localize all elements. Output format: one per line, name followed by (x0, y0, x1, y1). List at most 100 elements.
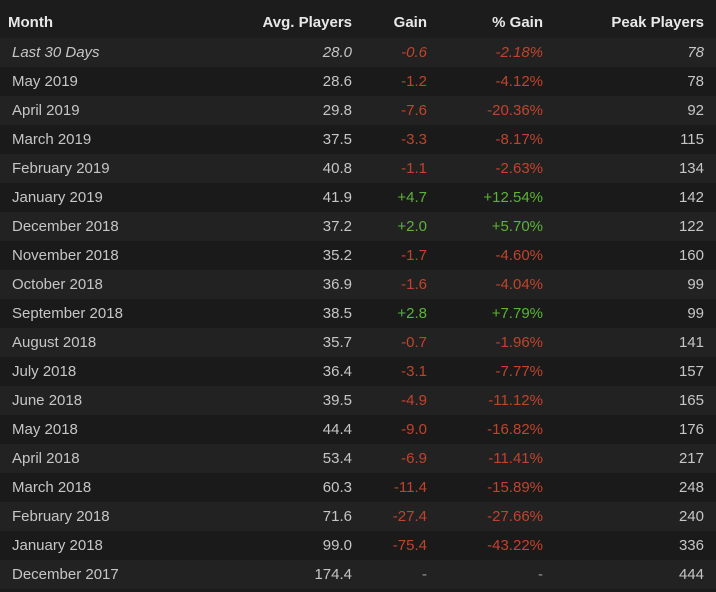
avg-players-cell: 29.8 (260, 96, 352, 125)
avg-players-cell: 174.4 (260, 560, 352, 589)
percent-gain-cell: -7.77% (427, 357, 543, 386)
month-cell: December 2017 (0, 560, 260, 589)
percent-gain-cell: -27.66% (427, 502, 543, 531)
month-header[interactable]: Month (0, 0, 260, 38)
month-cell: February 2019 (0, 154, 260, 183)
table-row: April 2018 53.4 -6.9 -11.41% 217 (0, 444, 716, 473)
gain-cell: -1.1 (352, 154, 427, 183)
percent-gain-cell: -2.63% (427, 154, 543, 183)
header-row: Month Avg. Players Gain% Gain Peak Players (0, 0, 716, 38)
percent-gain-cell: -11.12% (427, 386, 543, 415)
month-cell: March 2018 (0, 473, 260, 502)
peak-players-cell: 157 (543, 357, 716, 386)
table-row: October 2018 36.9 -1.6 -4.04% 99 (0, 270, 716, 299)
avg-players-cell: 35.7 (260, 328, 352, 357)
peak-players-cell: 122 (543, 212, 716, 241)
table-row: January 2019 41.9 +4.7 +12.54% 142 (0, 183, 716, 212)
peak-players-header[interactable]: Peak Players (543, 0, 716, 38)
gain-cell: -0.6 (352, 38, 427, 67)
avg-players-cell: 39.5 (260, 386, 352, 415)
gain-header[interactable]: Gain (352, 0, 427, 38)
month-cell: March 2019 (0, 125, 260, 154)
peak-players-cell: 176 (543, 415, 716, 444)
peak-players-cell: 141 (543, 328, 716, 357)
gain-cell: -3.3 (352, 125, 427, 154)
percent-gain-cell: +7.79% (427, 299, 543, 328)
table-row: Last 30 Days 28.0 -0.6 -2.18% 78 (0, 38, 716, 67)
avg-players-cell: 36.9 (260, 270, 352, 299)
table-row: April 2019 29.8 -7.6 -20.36% 92 (0, 96, 716, 125)
table-row: March 2018 60.3 -11.4 -15.89% 248 (0, 473, 716, 502)
gain-cell: -1.6 (352, 270, 427, 299)
avg-players-cell: 37.2 (260, 212, 352, 241)
avg-players-cell: 71.6 (260, 502, 352, 531)
table-row: January 2018 99.0 -75.4 -43.22% 336 (0, 531, 716, 560)
gain-cell: - (352, 560, 427, 589)
month-cell: April 2019 (0, 96, 260, 125)
table-row: July 2018 36.4 -3.1 -7.77% 157 (0, 357, 716, 386)
percent-gain-cell: -11.41% (427, 444, 543, 473)
gain-cell: +2.8 (352, 299, 427, 328)
gain-cell: -9.0 (352, 415, 427, 444)
table-row: February 2019 40.8 -1.1 -2.63% 134 (0, 154, 716, 183)
gain-cell: +2.0 (352, 212, 427, 241)
avg-players-cell: 40.8 (260, 154, 352, 183)
avg-players-cell: 36.4 (260, 357, 352, 386)
month-cell: January 2018 (0, 531, 260, 560)
month-cell: May 2018 (0, 415, 260, 444)
percent-gain-header[interactable]: % Gain (427, 0, 543, 38)
percent-gain-cell: -43.22% (427, 531, 543, 560)
month-cell: April 2018 (0, 444, 260, 473)
month-cell: September 2018 (0, 299, 260, 328)
table-body: Last 30 Days 28.0 -0.6 -2.18% 78 May 2019 28.6… (0, 38, 716, 589)
avg-players-cell: 38.5 (260, 299, 352, 328)
peak-players-cell: 99 (543, 299, 716, 328)
month-cell: December 2018 (0, 212, 260, 241)
peak-players-cell: 99 (543, 270, 716, 299)
gain-cell: +4.7 (352, 183, 427, 212)
table-row: December 2018 37.2 +2.0 +5.70% 122 (0, 212, 716, 241)
peak-players-cell: 248 (543, 473, 716, 502)
table-row: September 2018 38.5 +2.8 +7.79% 99 (0, 299, 716, 328)
table-row: November 2018 35.2 -1.7 -4.60% 160 (0, 241, 716, 270)
table-row: December 2017 174.4- -444 (0, 560, 716, 589)
month-cell: May 2019 (0, 67, 260, 96)
peak-players-cell: 92 (543, 96, 716, 125)
avg-players-header[interactable]: Avg. Players (260, 0, 352, 38)
gain-cell: -1.2 (352, 67, 427, 96)
percent-gain-cell: -4.04% (427, 270, 543, 299)
peak-players-cell: 134 (543, 154, 716, 183)
month-cell: October 2018 (0, 270, 260, 299)
gain-cell: -75.4 (352, 531, 427, 560)
table-row: May 2019 28.6 -1.2 -4.12% 78 (0, 67, 716, 96)
table-row: March 2019 37.5 -3.3 -8.17% 115 (0, 125, 716, 154)
peak-players-cell: 160 (543, 241, 716, 270)
percent-gain-cell: -15.89% (427, 473, 543, 502)
gain-cell: -4.9 (352, 386, 427, 415)
avg-players-cell: 41.9 (260, 183, 352, 212)
peak-players-cell: 142 (543, 183, 716, 212)
peak-players-cell: 336 (543, 531, 716, 560)
gain-cell: -6.9 (352, 444, 427, 473)
gain-cell: -0.7 (352, 328, 427, 357)
month-cell: November 2018 (0, 241, 260, 270)
percent-gain-cell: -1.96% (427, 328, 543, 357)
month-cell: Last 30 Days (0, 38, 260, 67)
percent-gain-cell: -16.82% (427, 415, 543, 444)
avg-players-cell: 28.0 (260, 38, 352, 67)
gain-cell: -1.7 (352, 241, 427, 270)
peak-players-cell: 78 (543, 67, 716, 96)
percent-gain-cell: -20.36% (427, 96, 543, 125)
percent-gain-cell: -4.12% (427, 67, 543, 96)
avg-players-cell: 99.0 (260, 531, 352, 560)
month-cell: August 2018 (0, 328, 260, 357)
peak-players-cell: 78 (543, 38, 716, 67)
avg-players-cell: 44.4 (260, 415, 352, 444)
percent-gain-cell: -2.18% (427, 38, 543, 67)
avg-players-cell: 37.5 (260, 125, 352, 154)
percent-gain-cell: -8.17% (427, 125, 543, 154)
month-cell: July 2018 (0, 357, 260, 386)
gain-cell: -11.4 (352, 473, 427, 502)
